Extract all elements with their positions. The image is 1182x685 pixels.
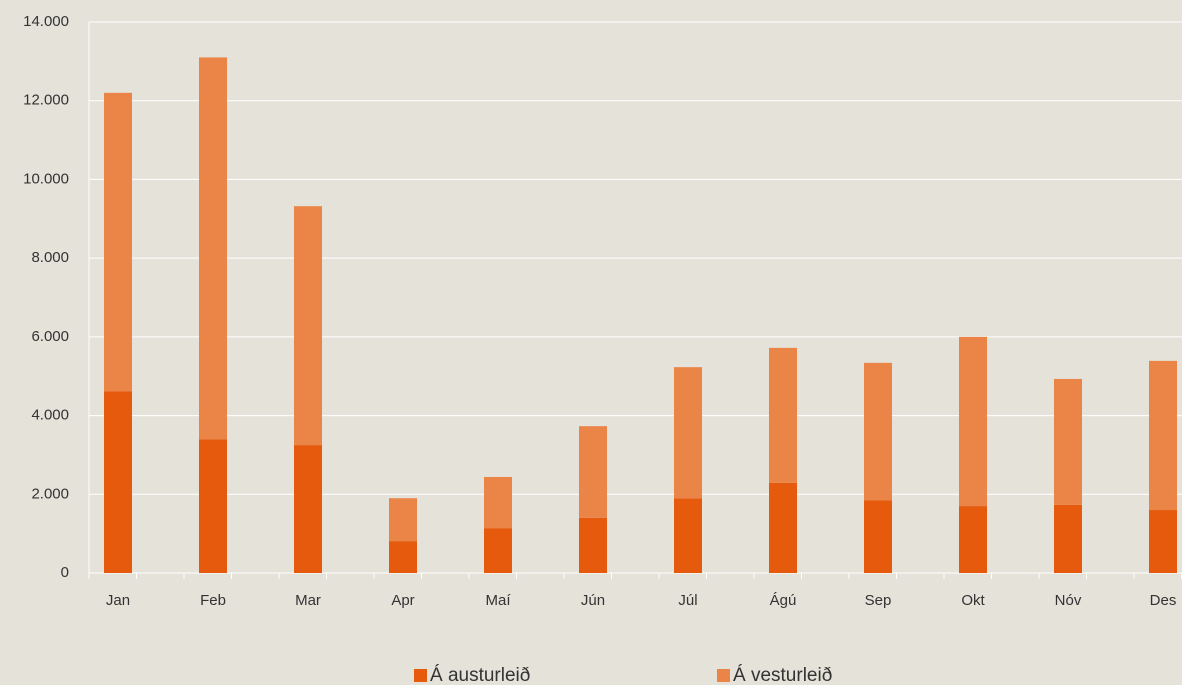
bar-segment (199, 57, 227, 440)
bar-segment (104, 92, 132, 392)
bar-segment (199, 439, 227, 573)
bar-segment (579, 426, 607, 518)
bar-segment (959, 336, 987, 507)
x-tick-label: Apr (391, 592, 414, 609)
x-tick-label: Nóv (1055, 592, 1082, 609)
legend-swatch (414, 669, 427, 682)
y-tick-label: 8.000 (31, 249, 69, 266)
bar-segment (674, 498, 702, 573)
x-tick-label: Okt (961, 592, 985, 609)
x-tick-label: Júl (678, 592, 697, 609)
y-tick-label: 2.000 (31, 485, 69, 502)
bar-segment (294, 206, 322, 446)
x-tick-label: Ágú (770, 592, 797, 609)
x-tick-label: Mar (295, 592, 321, 609)
bar-segment (1149, 510, 1177, 573)
x-tick-label: Feb (200, 592, 226, 609)
y-tick-label: 14.000 (23, 13, 69, 30)
bar-segment (579, 517, 607, 573)
x-tick-label: Maí (485, 592, 511, 609)
bar-segment (769, 482, 797, 573)
x-tick-label: Des (1150, 592, 1177, 609)
bar-segment (389, 498, 417, 542)
bar-segment (769, 347, 797, 483)
bar-segment (864, 500, 892, 573)
x-tick-label: Sep (865, 592, 892, 609)
bar-segment (1054, 504, 1082, 573)
bar-segment (294, 445, 322, 573)
bar-segment (484, 476, 512, 529)
legend-label: Á vesturleið (733, 665, 832, 685)
y-tick-label: 6.000 (31, 328, 69, 345)
y-tick-label: 4.000 (31, 407, 69, 424)
bar-segment (389, 541, 417, 573)
legend-swatch (717, 669, 730, 682)
bar-segment (674, 367, 702, 499)
bar-segment (959, 506, 987, 573)
bar-segment (1149, 360, 1177, 511)
x-tick-label: Jún (581, 592, 605, 609)
bar-segment (484, 528, 512, 573)
legend-label: Á austurleið (430, 665, 530, 685)
x-tick-label: Jan (106, 592, 130, 609)
bar-segment (104, 391, 132, 573)
y-tick-label: 10.000 (23, 170, 69, 187)
y-tick-label: 0 (61, 564, 69, 581)
y-tick-label: 12.000 (23, 92, 69, 109)
bar-segment (1054, 378, 1082, 505)
bar-segment (864, 362, 892, 501)
